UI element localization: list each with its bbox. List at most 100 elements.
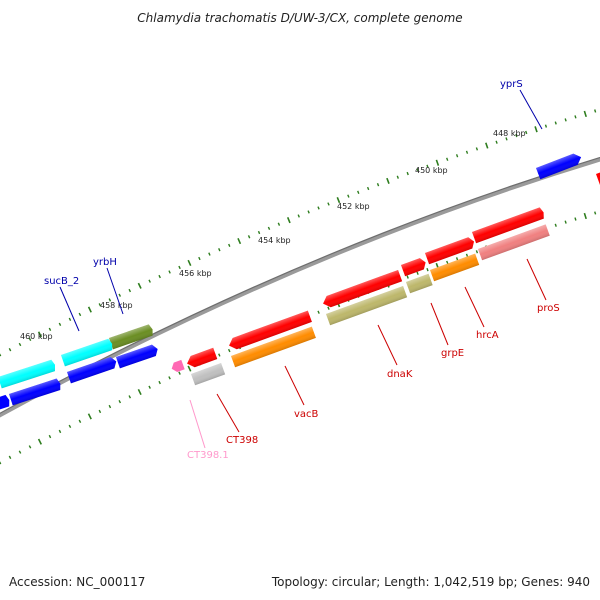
label-yrbH[interactable]: yrbH: [93, 257, 117, 268]
inner-ring-tick: [594, 211, 597, 215]
outer-ring-tick: [98, 303, 102, 307]
gene-vacB[interactable]: [231, 326, 316, 368]
outer-ring-tick: [347, 194, 350, 198]
leader-sucB_2: [59, 286, 80, 332]
inner-ring-tick: [0, 461, 2, 465]
outer-ring-tick: [208, 252, 211, 256]
map-title: Chlamydia trachomatis D/UW-3/CX, complet…: [137, 11, 462, 25]
gene-dnaK-upper[interactable]: [321, 269, 403, 309]
outer-ring-tick: [594, 109, 597, 113]
gene-inner-blue-3[interactable]: [9, 378, 62, 406]
label-dnaK[interactable]: dnaK: [387, 369, 413, 380]
gene-left-cyan[interactable]: [0, 359, 57, 389]
outer-ring-tick: [277, 222, 281, 226]
inner-ring-tick: [18, 450, 22, 454]
outer-ring-tick: [247, 235, 251, 239]
inner-ring-tick: [583, 212, 587, 220]
outer-ring-tick: [583, 110, 587, 118]
outer-ring-tick: [455, 154, 459, 158]
leader-CT398: [216, 393, 240, 433]
outer-ring-tick: [564, 118, 567, 122]
label-CT398.1[interactable]: CT398.1: [187, 450, 229, 461]
tick-label-448: 448 kbp: [493, 129, 526, 138]
outer-ring-tick: [198, 256, 201, 261]
outer-ring-tick: [336, 197, 341, 204]
outer-ring-tick: [28, 337, 32, 342]
outer-ring-tick: [58, 322, 62, 327]
gene-yrbH[interactable]: [109, 324, 155, 350]
inner-ring-tick: [118, 399, 122, 404]
outer-ring-tick: [317, 206, 320, 210]
gene-sucB_2[interactable]: [61, 338, 114, 367]
gene-proS[interactable]: [478, 224, 550, 261]
outer-ring-tick: [158, 274, 161, 279]
inner-ring-tick: [416, 271, 419, 275]
gene-hrcA-upper[interactable]: [425, 236, 476, 265]
outer-ring-tick: [87, 306, 92, 313]
gene-CT398-1[interactable]: [170, 359, 185, 374]
gene-grpE[interactable]: [406, 273, 433, 294]
gene-dnaK[interactable]: [326, 285, 408, 326]
tick-label-454: 454 kbp: [258, 236, 291, 245]
gene-inner-blue-2[interactable]: [67, 356, 118, 384]
gene-grpE-upper[interactable]: [401, 257, 428, 277]
leader-grpE: [430, 302, 449, 346]
outer-tick-ring: [0, 109, 597, 357]
tick-label-460: 460 kbp: [20, 332, 53, 341]
inner-ring-tick: [37, 438, 43, 445]
gene-hrcA[interactable]: [430, 253, 480, 282]
label-sucB_2[interactable]: sucB_2: [44, 276, 79, 287]
leader-vacB: [284, 365, 305, 406]
gene-right-edge-red[interactable]: [596, 169, 600, 186]
tick-label-458: 458 kbp: [100, 301, 133, 310]
gene-inner-blue-4[interactable]: [0, 394, 11, 410]
outer-ring-tick: [416, 168, 419, 172]
gene-proS-upper[interactable]: [472, 207, 546, 244]
outer-ring-tick: [187, 259, 192, 267]
gene-inner-blue-1[interactable]: [116, 343, 160, 369]
leader-CT398.1: [189, 399, 206, 449]
outer-ring-tick: [108, 298, 112, 302]
tick-labels: 448 kbp 450 kbp 452 kbp 454 kbp 456 kbp …: [20, 129, 526, 341]
outer-ring-tick: [475, 147, 479, 151]
leader-proS: [526, 258, 547, 301]
inner-ring-tick: [58, 429, 62, 434]
gene-yprS[interactable]: [536, 152, 583, 180]
gene-CT398-upper[interactable]: [185, 347, 218, 370]
label-yprS[interactable]: yprS: [500, 79, 523, 90]
inner-ring-tick: [158, 380, 161, 385]
outer-ring-tick: [386, 177, 390, 184]
label-proS[interactable]: proS: [537, 303, 560, 314]
outer-ring-tick: [357, 190, 360, 194]
label-grpE[interactable]: grpE: [441, 348, 464, 359]
inner-ring-tick: [28, 445, 32, 449]
inner-ring-tick: [87, 413, 92, 420]
label-hrcA[interactable]: hrcA: [476, 330, 499, 341]
inner-ring-tick: [178, 371, 181, 375]
outer-ring-tick: [515, 133, 518, 138]
outer-ring-tick: [228, 243, 231, 247]
outer-ring-tick: [307, 210, 310, 214]
outer-ring-tick: [495, 140, 498, 144]
leader-hrcA: [464, 286, 485, 328]
inner-ring-tick: [554, 223, 557, 227]
outer-ring-tick: [178, 265, 181, 270]
inner-ring-tick: [187, 365, 192, 372]
genome-summary-text: Topology: circular; Length: 1,042,519 bp…: [271, 575, 590, 589]
outer-ring-tick: [48, 327, 52, 332]
inner-ring-tick: [574, 217, 577, 221]
inner-ring-tick: [564, 220, 567, 224]
inner-ring-tick: [227, 348, 231, 353]
inner-ring-tick: [406, 275, 409, 279]
outer-ring-tick: [525, 130, 528, 135]
gene-vacB-upper[interactable]: [227, 310, 312, 352]
label-vacB[interactable]: vacB: [294, 409, 319, 420]
outer-ring-tick: [376, 183, 380, 187]
gene-CT398[interactable]: [191, 363, 226, 386]
inner-ring-tick: [108, 404, 112, 409]
label-CT398[interactable]: CT398: [226, 435, 258, 446]
tick-label-450: 450 kbp: [415, 166, 448, 175]
inner-ring-tick: [455, 257, 459, 261]
outer-ring-tick: [218, 248, 221, 252]
inner-ring-tick: [148, 385, 151, 389]
